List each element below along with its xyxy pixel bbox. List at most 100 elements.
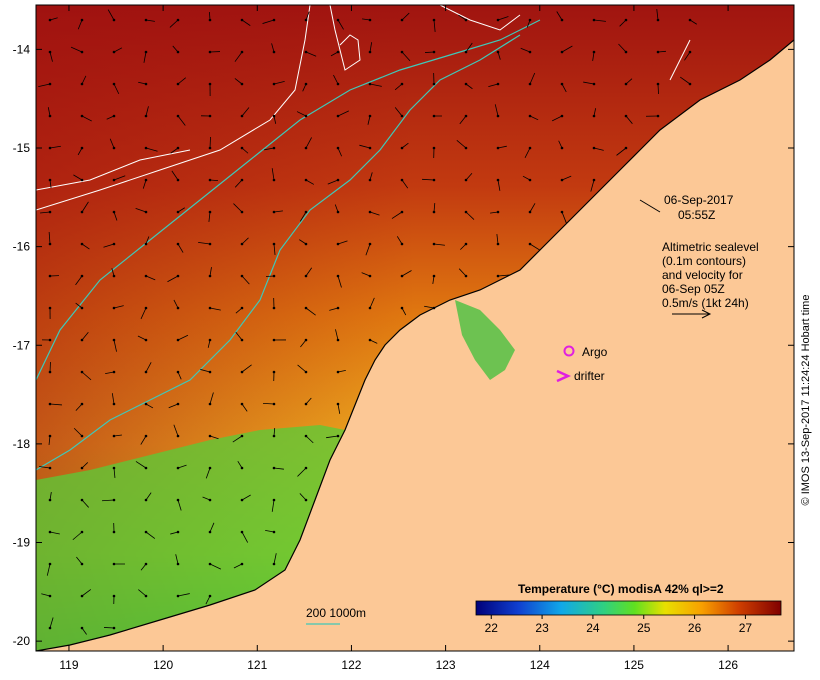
velocity-arrow-origin bbox=[208, 146, 212, 150]
velocity-arrow bbox=[170, 147, 179, 154]
lat-tick-label: -17 bbox=[13, 338, 31, 352]
velocity-arrow bbox=[273, 427, 276, 437]
velocity-arrow bbox=[101, 499, 115, 502]
velocity-arrow-origin bbox=[48, 498, 52, 502]
velocity-arrow bbox=[209, 563, 222, 570]
velocity-arrow-origin bbox=[240, 82, 244, 86]
velocity-arrow bbox=[103, 627, 115, 629]
velocity-arrow bbox=[326, 435, 339, 439]
velocity-arrow bbox=[241, 147, 249, 154]
velocity-arrow-origin bbox=[688, 82, 692, 86]
lon-tick-label: 119 bbox=[59, 658, 78, 672]
velocity-arrow-origin bbox=[176, 114, 180, 118]
velocity-arrow-origin bbox=[176, 50, 180, 54]
velocity-arrow-origin bbox=[496, 82, 500, 86]
velocity-arrow bbox=[488, 83, 499, 87]
velocity-arrow-origin bbox=[208, 562, 212, 566]
velocity-arrow-origin bbox=[176, 178, 180, 182]
velocity-arrow bbox=[265, 530, 275, 533]
velocity-arrow bbox=[458, 14, 467, 21]
velocity-arrow bbox=[337, 240, 348, 245]
velocity-arrow bbox=[561, 83, 567, 93]
velocity-arrow-origin bbox=[112, 466, 116, 470]
velocity-arrow-origin bbox=[144, 242, 148, 246]
velocity-arrow bbox=[302, 83, 307, 92]
velocity-arrow-origin bbox=[240, 210, 244, 214]
velocity-arrow-origin bbox=[560, 178, 564, 182]
velocity-arrow bbox=[593, 108, 597, 117]
velocity-arrow-origin bbox=[272, 338, 276, 342]
argo-label: Argo bbox=[582, 345, 608, 359]
velocity-arrow-origin bbox=[400, 242, 404, 246]
velocity-arrow-origin bbox=[176, 370, 180, 374]
velocity-arrow bbox=[497, 179, 501, 191]
velocity-arrow bbox=[271, 43, 275, 53]
velocity-arrow-origin bbox=[272, 242, 276, 246]
velocity-arrow bbox=[241, 403, 248, 412]
velocity-arrow-origin bbox=[592, 178, 596, 182]
velocity-arrow-origin bbox=[208, 338, 212, 342]
velocity-arrow-origin bbox=[176, 594, 180, 598]
velocity-arrow bbox=[81, 115, 92, 122]
velocity-arrow bbox=[335, 329, 339, 341]
velocity-arrow-origin bbox=[528, 50, 532, 54]
velocity-arrow bbox=[561, 45, 573, 53]
velocity-arrow bbox=[526, 19, 531, 28]
lat-tick-label: -16 bbox=[13, 240, 31, 254]
velocity-arrow bbox=[264, 147, 275, 151]
velocity-arrow-origin bbox=[272, 370, 276, 374]
velocity-arrow bbox=[169, 19, 179, 28]
velocity-arrow bbox=[460, 243, 467, 250]
velocity-arrow-origin bbox=[528, 82, 532, 86]
velocity-arrow bbox=[369, 211, 380, 216]
velocity-arrow-origin bbox=[80, 498, 84, 502]
velocity-arrow-origin bbox=[336, 146, 340, 150]
velocity-arrow-origin bbox=[144, 402, 148, 406]
velocity-arrow bbox=[235, 331, 243, 341]
velocity-arrow bbox=[235, 307, 243, 314]
velocity-arrow bbox=[262, 19, 275, 24]
velocity-arrow-origin bbox=[176, 82, 180, 86]
altimetry-legend-line: Altimetric sealevel bbox=[662, 240, 759, 254]
velocity-arrow bbox=[465, 42, 473, 53]
sealevel-contour bbox=[669, 39, 691, 81]
velocity-arrow-origin bbox=[656, 82, 660, 86]
velocity-arrow bbox=[81, 243, 90, 250]
velocity-arrow-origin bbox=[144, 178, 148, 182]
velocity-arrow-origin bbox=[208, 50, 212, 54]
velocity-arrow-origin bbox=[144, 50, 148, 54]
velocity-arrow-origin bbox=[208, 242, 212, 246]
velocity-arrow bbox=[232, 435, 243, 443]
velocity-arrow-origin bbox=[112, 370, 116, 374]
velocity-arrow-origin bbox=[48, 466, 52, 470]
velocity-arrow-origin bbox=[112, 82, 116, 86]
velocity-arrow-origin bbox=[432, 274, 436, 278]
velocity-arrow bbox=[432, 275, 435, 284]
velocity-arrow bbox=[209, 11, 211, 21]
date-label: 06-Sep-2017 bbox=[664, 193, 734, 207]
velocity-arrow-origin bbox=[112, 210, 116, 214]
velocity-arrow-origin bbox=[112, 242, 116, 246]
velocity-arrow bbox=[497, 16, 509, 21]
velocity-arrow bbox=[365, 243, 371, 256]
velocity-arrow-origin bbox=[48, 402, 52, 406]
velocity-arrow-origin bbox=[112, 594, 116, 598]
velocity-arrow-origin bbox=[592, 50, 596, 54]
velocity-arrow-origin bbox=[176, 530, 180, 534]
velocity-arrow-origin bbox=[240, 402, 244, 406]
velocity-arrow bbox=[241, 19, 251, 26]
velocity-arrow-origin bbox=[336, 18, 340, 22]
velocity-arrow bbox=[208, 211, 211, 222]
velocity-arrow bbox=[205, 595, 211, 605]
velocity-arrow bbox=[135, 207, 147, 213]
velocity-arrow-origin bbox=[688, 18, 692, 22]
velocity-arrow-origin bbox=[240, 306, 244, 310]
velocity-arrow bbox=[433, 19, 436, 32]
velocity-arrow-origin bbox=[336, 50, 340, 54]
velocity-arrow-origin bbox=[208, 114, 212, 118]
lat-tick-label: -19 bbox=[13, 536, 31, 550]
velocity-arrow-origin bbox=[592, 18, 596, 22]
velocity-arrow-origin bbox=[80, 178, 84, 182]
velocity-arrow bbox=[369, 83, 382, 87]
